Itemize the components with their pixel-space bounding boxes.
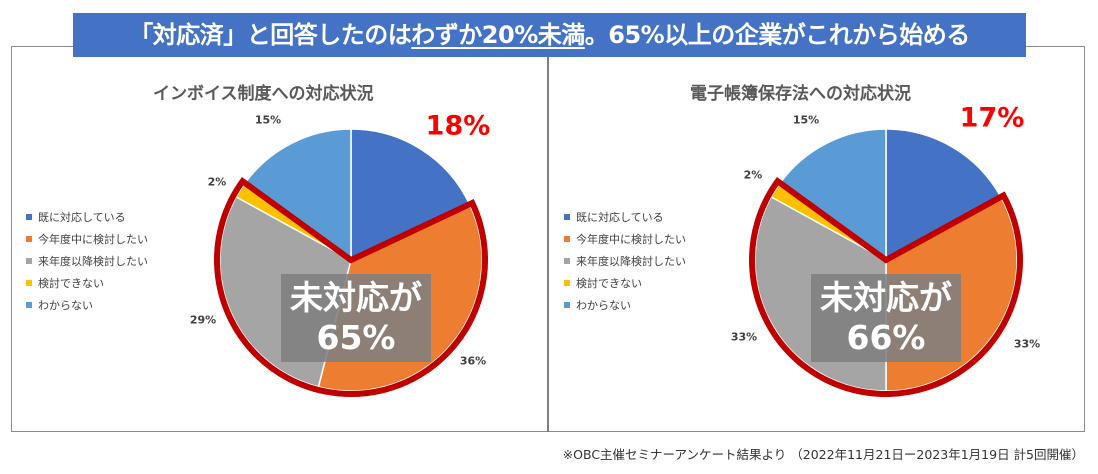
legend-label: 今年度中に検討したい bbox=[38, 233, 148, 246]
chart-divider bbox=[547, 46, 549, 432]
legend-item: わからない bbox=[26, 294, 148, 316]
legend-item: わからない bbox=[564, 294, 686, 316]
chart1-callout-line1: 未対応が bbox=[290, 278, 422, 317]
chart2-slice-done bbox=[885, 128, 1002, 262]
chart1-data-label-lightblue: 15% bbox=[254, 113, 282, 127]
legend-swatch bbox=[26, 258, 32, 264]
headline-banner: 「対応済」と回答したのはわずか20%未満。65%以上の企業がこれから始める bbox=[73, 13, 1026, 57]
chart1-slice-unknown bbox=[243, 128, 352, 262]
chart2-slice-unknown bbox=[778, 128, 887, 262]
chart2-data-label-orange: 33% bbox=[1013, 337, 1041, 351]
chart1-callout-line2: 65% bbox=[316, 318, 396, 357]
legend-label: 検討できない bbox=[38, 277, 104, 290]
chart2-callout: 未対応が 66% bbox=[811, 274, 961, 362]
chart1-data-label-gray: 29% bbox=[189, 313, 217, 327]
legend-item: 来年度以降検討したい bbox=[564, 250, 686, 272]
legend-label: わからない bbox=[38, 299, 93, 312]
legend-swatch bbox=[564, 258, 570, 264]
legend-label: わからない bbox=[576, 299, 631, 312]
chart2-data-label-yellow: 2% bbox=[743, 168, 763, 182]
headline-part1: 「対応済」と回答したのは bbox=[129, 21, 412, 49]
legend-item: 検討できない bbox=[26, 272, 148, 294]
legend-swatch bbox=[564, 236, 570, 242]
legend-label: 今年度中に検討したい bbox=[576, 233, 686, 246]
chart1-data-label-orange: 36% bbox=[459, 354, 487, 368]
legend-item: 今年度中に検討したい bbox=[564, 228, 686, 250]
chart2-title: 電子帳簿保存法への対応状況 bbox=[690, 84, 911, 104]
chart2-callout-line1: 未対応が bbox=[820, 278, 952, 317]
legend-label: 来年度以降検討したい bbox=[38, 255, 148, 268]
source-footnote: ※OBC主催セミナーアンケート結果より （2022年11月21日ー2023年1月… bbox=[562, 447, 1084, 462]
chart1-callout: 未対応が 65% bbox=[281, 274, 431, 362]
legend-swatch bbox=[564, 280, 570, 286]
chart1-title: インボイス制度への対応状況 bbox=[153, 84, 374, 104]
chart2-data-label-gray: 33% bbox=[730, 330, 758, 344]
legend-item: 既に対応している bbox=[564, 206, 686, 228]
legend-swatch bbox=[26, 302, 32, 308]
legend-item: 来年度以降検討したい bbox=[26, 250, 148, 272]
legend-swatch bbox=[26, 214, 32, 220]
chart1-unhandled-outline bbox=[214, 177, 488, 397]
legend-label: 来年度以降検討したい bbox=[576, 255, 686, 268]
legend-swatch bbox=[564, 214, 570, 220]
legend-item: 既に対応している bbox=[26, 206, 148, 228]
headline-underlined: わずか20%未満 bbox=[411, 21, 585, 49]
chart1-data-label-yellow: 2% bbox=[207, 175, 227, 189]
legend-swatch bbox=[564, 302, 570, 308]
legend-label: 検討できない bbox=[576, 277, 642, 290]
headline-part2: 。65%以上の企業がこれから始める bbox=[584, 21, 970, 49]
chart2-unhandled-outline bbox=[749, 177, 1024, 397]
chart2-data-label-lightblue: 15% bbox=[792, 113, 820, 127]
chart2-highlight-label: 17% bbox=[959, 102, 1025, 134]
chart1-highlight-label: 18% bbox=[425, 110, 491, 142]
legend-item: 今年度中に検討したい bbox=[26, 228, 148, 250]
chart2-legend: 既に対応している 今年度中に検討したい 来年度以降検討したい 検討できない わか… bbox=[564, 206, 686, 316]
chart1-slice-done bbox=[350, 128, 471, 262]
chart2-callout-line2: 66% bbox=[846, 318, 926, 357]
legend-item: 検討できない bbox=[564, 272, 686, 294]
legend-label: 既に対応している bbox=[576, 211, 664, 224]
legend-swatch bbox=[26, 280, 32, 286]
legend-label: 既に対応している bbox=[38, 211, 126, 224]
legend-swatch bbox=[26, 236, 32, 242]
chart1-legend: 既に対応している 今年度中に検討したい 来年度以降検討したい 検討できない わか… bbox=[26, 206, 148, 316]
